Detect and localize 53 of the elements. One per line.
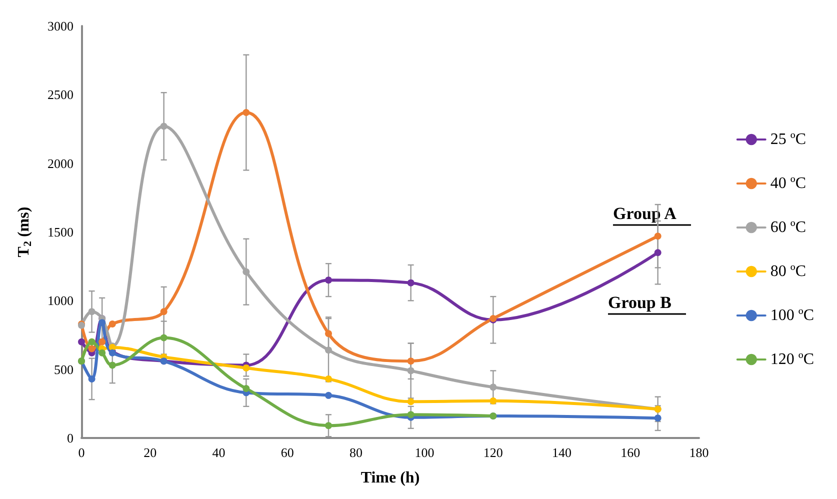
point — [407, 367, 414, 374]
point — [242, 268, 250, 276]
annotation: Group B — [608, 293, 672, 312]
x-tick-label: 80 — [349, 445, 362, 460]
y-tick-label: 3000 — [48, 18, 74, 34]
legend-label: 80 ºC — [770, 263, 806, 280]
point — [108, 320, 116, 328]
x-tick-label: 20 — [144, 445, 157, 460]
point — [490, 384, 497, 391]
point — [160, 122, 168, 130]
point — [325, 330, 332, 338]
x-tick-label: 60 — [280, 445, 294, 460]
legend-label: 120 ºC — [770, 351, 814, 368]
point — [160, 308, 168, 316]
x-tick-label: 40 — [212, 445, 226, 460]
legend-label: 60 ºC — [770, 219, 806, 236]
y-tick-label: 0 — [67, 430, 74, 446]
point — [654, 249, 662, 256]
legend-label: 40 ºC — [770, 175, 806, 192]
y-tick-label: 1000 — [48, 293, 74, 308]
x-tick-label: 180 — [689, 445, 709, 460]
point — [242, 109, 250, 116]
x-axis-title: Time (h) — [360, 470, 420, 486]
point — [88, 345, 96, 352]
point — [407, 358, 414, 365]
point — [78, 338, 85, 346]
y-tick-label: 1500 — [48, 224, 74, 240]
point — [407, 279, 414, 286]
y-axis-title: T2 (ms) — [16, 206, 34, 258]
point — [242, 385, 250, 392]
y-tick-label: 2000 — [48, 156, 74, 171]
x-tick-label: 120 — [483, 445, 503, 460]
point — [654, 232, 662, 240]
point — [88, 308, 96, 316]
y-tick-label: 500 — [54, 362, 74, 377]
point — [407, 411, 414, 418]
y-tick-label: 2500 — [48, 87, 74, 102]
x-tick-label: 0 — [78, 445, 85, 460]
point — [325, 346, 332, 354]
point — [98, 349, 106, 356]
x-tick-label: 160 — [620, 445, 640, 460]
point — [325, 276, 332, 284]
point — [88, 375, 96, 382]
point — [108, 362, 116, 369]
point — [98, 319, 106, 326]
point — [242, 364, 250, 372]
annotation: Group A — [613, 204, 678, 223]
x-tick-label: 100 — [414, 445, 434, 460]
point — [325, 392, 332, 399]
legend-label: 100 ºC — [770, 307, 814, 324]
legend-label: 25 ºC — [770, 131, 806, 148]
x-tick-label: 140 — [552, 445, 572, 460]
point — [325, 422, 332, 430]
